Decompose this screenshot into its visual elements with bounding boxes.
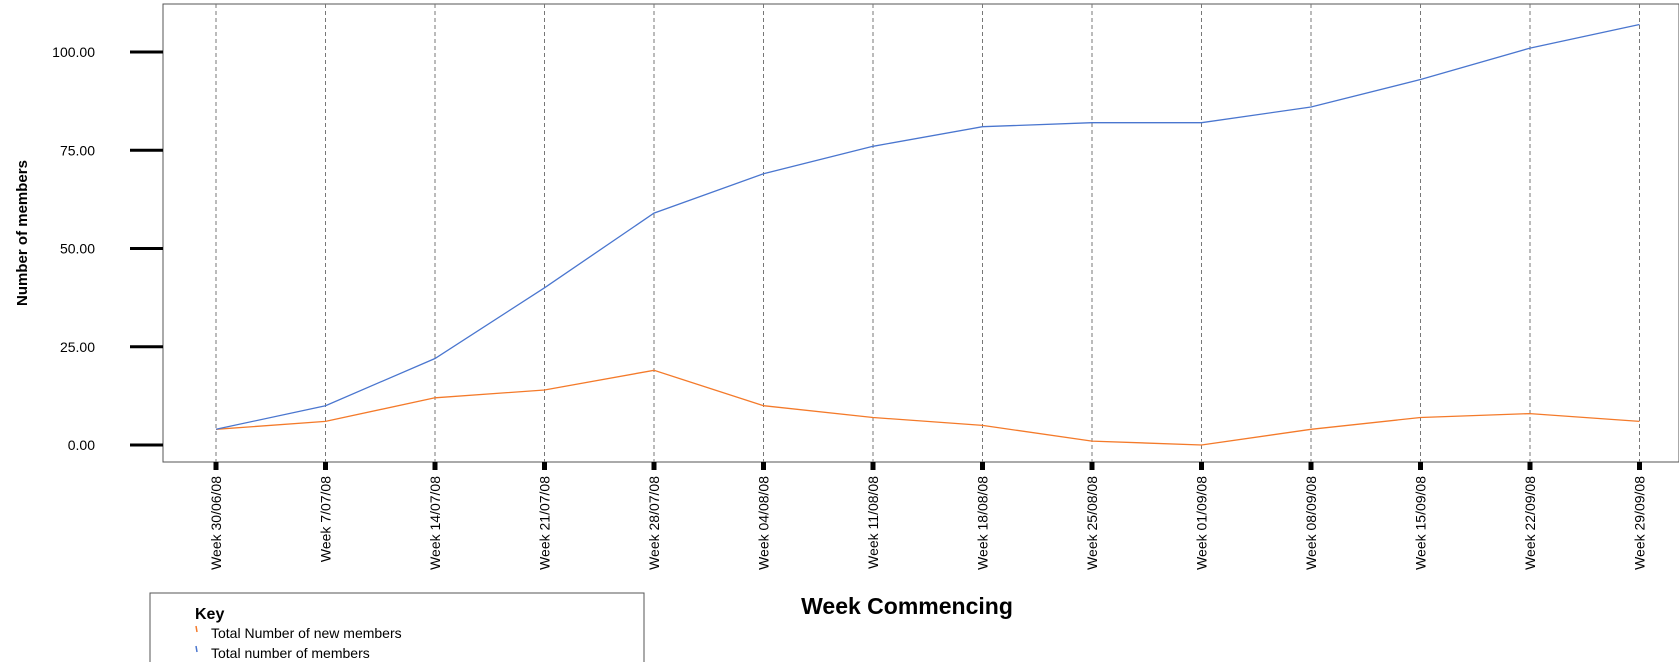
x-tick-label: Week 25/08/08 [1084, 476, 1100, 570]
y-axis: 0.00 25.00 50.00 75.00 100.00 [52, 44, 163, 453]
legend: Key Total Number of new members Total nu… [149, 592, 645, 662]
x-tick-label: Week 18/08/08 [975, 476, 991, 570]
x-tick-label: Week 21/07/08 [537, 476, 553, 570]
y-tick-label: 0.00 [68, 437, 95, 453]
x-tick-label: Week 22/09/08 [1522, 476, 1538, 570]
y-tick-label: 75.00 [60, 142, 95, 158]
legend-box [149, 592, 645, 662]
legend-title: Key [195, 606, 224, 623]
x-tick-label: Week 29/09/08 [1632, 476, 1648, 570]
plot-frame [162, 3, 1679, 463]
x-tick-label: Week 15/09/08 [1413, 476, 1429, 570]
series-lines [215, 23, 1640, 446]
x-axis: Week 30/06/08 Week 7/07/08 Week 14/07/08 We… [208, 462, 1648, 570]
x-tick-label: Week 28/07/08 [646, 476, 662, 570]
legend-label-total-members: Total number of members [211, 645, 370, 661]
x-tick-label: Week 11/08/08 [865, 476, 881, 569]
legend-swatch-total-members [195, 645, 198, 653]
legend-label-new-members: Total Number of new members [211, 625, 402, 641]
legend-swatch-new-members [195, 625, 198, 633]
x-tick-label: Week 08/09/08 [1303, 476, 1319, 570]
y-tick-label: 25.00 [60, 339, 95, 355]
y-tick-label: 50.00 [60, 241, 95, 257]
series-line-total-members [215, 23, 1640, 430]
x-tick-label: Week 7/07/08 [318, 476, 334, 562]
vertical-grid-lines [215, 4, 1640, 462]
x-tick-label: Week 30/06/08 [208, 476, 224, 570]
series-line-new-members [215, 369, 1640, 446]
y-tick-label: 100.00 [52, 44, 95, 60]
x-tick-label: Week 14/07/08 [427, 476, 443, 570]
x-tick-label: Week 04/08/08 [756, 476, 772, 570]
x-axis-title: Week Commencing [801, 593, 1013, 619]
x-tick-label: Week 01/09/08 [1194, 476, 1210, 570]
y-axis-title: Number of members [14, 160, 31, 306]
